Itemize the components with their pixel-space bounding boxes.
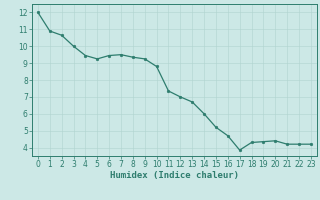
- X-axis label: Humidex (Indice chaleur): Humidex (Indice chaleur): [110, 171, 239, 180]
